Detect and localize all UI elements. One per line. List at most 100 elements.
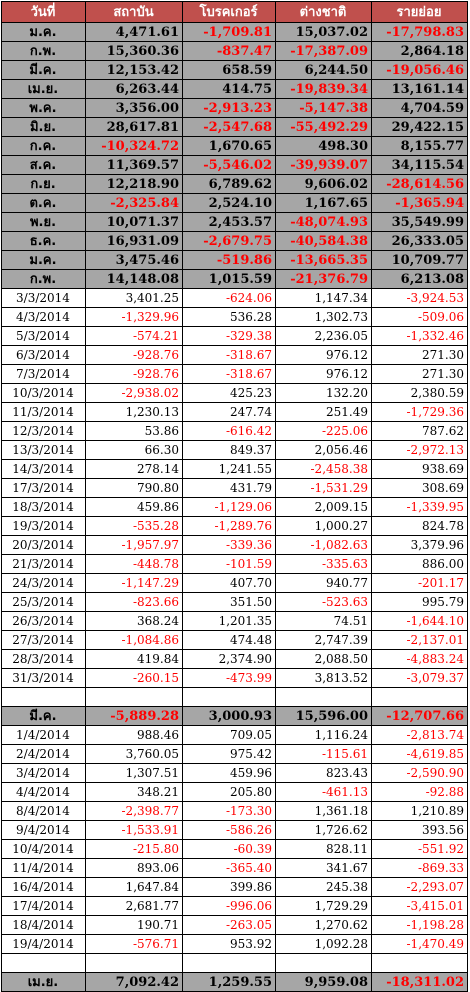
- retail-cell: -4,883.24: [371, 649, 468, 669]
- date-cell: 20/3/2014: [1, 535, 86, 555]
- institution-cell: 53.86: [85, 421, 183, 441]
- institution-cell: -260.15: [85, 668, 183, 688]
- daily-row: 11/3/2014 1,230.13 247.74 251.49 -1,729.36: [1, 402, 468, 422]
- date-cell: 2/4/2014: [1, 744, 86, 764]
- retail-cell: 1,210.89: [371, 801, 468, 821]
- foreign-cell: 1,147.34: [275, 288, 372, 308]
- daily-row: 31/3/2014 -260.15 -473.99 3,813.52 -3,079.37: [1, 668, 468, 688]
- foreign-cell: -1,531.29: [275, 478, 372, 498]
- retail-cell: 271.30: [371, 345, 468, 365]
- date-cell: พ.ค.: [1, 98, 86, 118]
- date-cell: 6/3/2014: [1, 345, 86, 365]
- date-cell: ม.ค.: [1, 22, 86, 42]
- retail-cell: -92.88: [371, 782, 468, 802]
- monthly-row: ก.ย. 12,218.90 6,789.62 9,606.02 -28,614.56: [1, 174, 468, 194]
- retail-cell: -1,332.46: [371, 326, 468, 346]
- foreign-cell: 940.77: [275, 573, 372, 593]
- daily-row: 20/3/2014 -1,957.97 -339.36 -1,082.63 3,379.…: [1, 535, 468, 555]
- monthly-row: ม.ค. 4,471.61 -1,709.81 15,037.02 -17,798.83: [1, 22, 468, 42]
- broker-cell: 658.59: [182, 60, 276, 80]
- retail-cell: -1,470.49: [371, 934, 468, 954]
- institution-cell: 11,369.57: [85, 155, 183, 175]
- date-cell: เม.ย.: [1, 972, 86, 992]
- institution-cell: 3,356.00: [85, 98, 183, 118]
- foreign-cell: -5,147.38: [275, 98, 372, 118]
- daily-row: 17/4/2014 2,681.77 -996.06 1,729.29 -3,415.0…: [1, 896, 468, 916]
- institution-cell: 368.24: [85, 611, 183, 631]
- broker-cell: 351.50: [182, 592, 276, 612]
- institution-cell: -1,957.97: [85, 535, 183, 555]
- broker-cell: -2,679.75: [182, 231, 276, 251]
- date-cell: 17/3/2014: [1, 478, 86, 498]
- institution-cell: -5,889.28: [85, 706, 183, 726]
- date-cell: 9/4/2014: [1, 820, 86, 840]
- retail-cell: 2,864.18: [371, 41, 468, 61]
- institution-cell: 419.84: [85, 649, 183, 669]
- spacer-row: [1, 953, 468, 973]
- broker-cell: -996.06: [182, 896, 276, 916]
- institution-cell: 348.21: [85, 782, 183, 802]
- broker-cell: 3,000.93: [182, 706, 276, 726]
- broker-cell: 474.48: [182, 630, 276, 650]
- foreign-cell: 828.11: [275, 839, 372, 859]
- foreign-cell: 251.49: [275, 402, 372, 422]
- broker-cell: -2,913.23: [182, 98, 276, 118]
- retail-cell: 4,704.59: [371, 98, 468, 118]
- foreign-cell: 132.20: [275, 383, 372, 403]
- date-cell: 14/3/2014: [1, 459, 86, 479]
- monthly-row: เม.ย. 6,263.44 414.75 -19,839.34 13,161.14: [1, 79, 468, 99]
- institution-cell: 6,263.44: [85, 79, 183, 99]
- date-cell: มี.ค.: [1, 60, 86, 80]
- broker-cell: 1,015.59: [182, 269, 276, 289]
- daily-row: 6/3/2014 -928.76 -318.67 976.12 271.30: [1, 345, 468, 365]
- monthly-row: ก.ค. -10,324.72 1,670.65 498.30 8,155.77: [1, 136, 468, 156]
- institution-cell: -2,398.77: [85, 801, 183, 821]
- foreign-cell: -19,839.34: [275, 79, 372, 99]
- foreign-cell: 74.51: [275, 611, 372, 631]
- broker-cell: 2,524.10: [182, 193, 276, 213]
- broker-cell: 205.80: [182, 782, 276, 802]
- retail-cell: -1,729.36: [371, 402, 468, 422]
- broker-cell: 1,670.65: [182, 136, 276, 156]
- broker-cell: 536.28: [182, 307, 276, 327]
- broker-cell: 459.96: [182, 763, 276, 783]
- institution-cell: 12,218.90: [85, 174, 183, 194]
- broker-cell: 849.37: [182, 440, 276, 460]
- foreign-cell: -13,665.35: [275, 250, 372, 270]
- foreign-cell: -55,492.29: [275, 117, 372, 137]
- monthly-row: ส.ค. 11,369.57 -5,546.02 -39,939.07 34,115.5…: [1, 155, 468, 175]
- retail-cell: -201.17: [371, 573, 468, 593]
- foreign-cell: -39,939.07: [275, 155, 372, 175]
- institution-cell: 1,307.51: [85, 763, 183, 783]
- date-cell: 21/3/2014: [1, 554, 86, 574]
- retail-cell: 271.30: [371, 364, 468, 384]
- date-cell: 10/3/2014: [1, 383, 86, 403]
- month-total-row: เม.ย. 7,092.42 1,259.55 9,959.08 -18,311.02: [1, 972, 468, 992]
- daily-row: 1/4/2014 988.46 709.05 1,116.24 -2,813.74: [1, 725, 468, 745]
- retail-cell: 2,380.59: [371, 383, 468, 403]
- institution-cell: 7,092.42: [85, 972, 183, 992]
- foreign-cell: 823.43: [275, 763, 372, 783]
- broker-cell: -586.26: [182, 820, 276, 840]
- foreign-cell: 976.12: [275, 364, 372, 384]
- foreign-cell: 1,270.62: [275, 915, 372, 935]
- daily-row: 3/4/2014 1,307.51 459.96 823.43 -2,590.90: [1, 763, 468, 783]
- broker-cell: 431.79: [182, 478, 276, 498]
- institution-cell: 15,360.36: [85, 41, 183, 61]
- daily-row: 26/3/2014 368.24 1,201.35 74.51 -1,644.10: [1, 611, 468, 631]
- institution-cell: -2,325.84: [85, 193, 183, 213]
- broker-cell: -624.06: [182, 288, 276, 308]
- retail-cell: -2,972.13: [371, 440, 468, 460]
- institution-cell: 459.86: [85, 497, 183, 517]
- daily-row: 9/4/2014 -1,533.91 -586.26 1,726.62 393.56: [1, 820, 468, 840]
- monthly-row: ธ.ค. 16,931.09 -2,679.75 -40,584.38 26,333.0…: [1, 231, 468, 251]
- daily-row: 13/3/2014 66.30 849.37 2,056.46 -2,972.13: [1, 440, 468, 460]
- retail-cell: -2,293.07: [371, 877, 468, 897]
- institution-cell: -823.66: [85, 592, 183, 612]
- retail-cell: 35,549.99: [371, 212, 468, 232]
- date-cell: 17/4/2014: [1, 896, 86, 916]
- broker-cell: 1,259.55: [182, 972, 276, 992]
- broker-cell: -263.05: [182, 915, 276, 935]
- retail-cell: 3,379.96: [371, 535, 468, 555]
- institution-cell: -928.76: [85, 345, 183, 365]
